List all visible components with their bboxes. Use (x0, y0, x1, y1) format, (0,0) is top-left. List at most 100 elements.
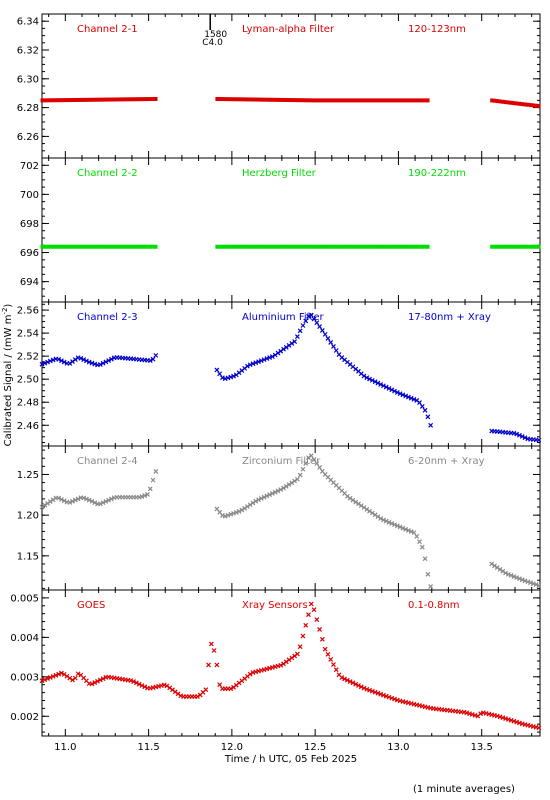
data-series (40, 96, 541, 109)
data-point (86, 359, 92, 365)
data-point (368, 244, 372, 249)
panel-band-label: 6-20nm + Xray (408, 456, 485, 467)
data-point (87, 97, 91, 102)
data-point (308, 312, 314, 318)
data-point (284, 97, 288, 102)
data-point (415, 244, 419, 249)
data-point (50, 357, 56, 363)
data-point (81, 495, 87, 501)
data-point (536, 437, 542, 443)
data-point (40, 98, 44, 103)
data-point (375, 380, 381, 386)
data-point (370, 244, 375, 249)
data-point (383, 693, 389, 699)
y-axis-label-text: Calibrated Signal / (mW m (3, 315, 14, 447)
data-point (218, 244, 222, 249)
data-point (384, 98, 388, 103)
data-point (265, 244, 269, 249)
data-point (428, 422, 434, 428)
data-point (151, 97, 155, 102)
data-point (315, 244, 319, 249)
data-point (505, 571, 511, 577)
data-point (290, 244, 294, 249)
data-point (411, 530, 417, 536)
data-point (67, 500, 73, 505)
panel-1: 6.26 6.28 6.30 6.32 6.34 Channel 2-1 Lyman-alp… (17, 13, 541, 159)
data-point (351, 98, 355, 103)
data-point (312, 244, 316, 249)
data-point (512, 101, 516, 106)
panel-frame (41, 13, 541, 159)
data-point (375, 514, 381, 520)
data-point (268, 97, 272, 102)
data-point (242, 505, 248, 511)
data-point (314, 617, 320, 623)
data-point (89, 681, 95, 687)
data-point (498, 99, 502, 104)
data-point (89, 360, 95, 366)
data-point (248, 97, 252, 102)
data-point (229, 244, 233, 249)
data-point (51, 98, 55, 103)
data-point (81, 357, 87, 363)
data-point (294, 334, 300, 339)
data-point (492, 244, 497, 249)
data-point (272, 352, 278, 358)
data-point (240, 97, 244, 102)
data-point (269, 354, 275, 359)
x-tick-label: 12.5 (304, 742, 326, 753)
data-point (515, 244, 519, 249)
data-point (517, 432, 522, 438)
data-point (423, 244, 427, 249)
data-point (343, 244, 347, 249)
data-point (257, 244, 261, 249)
data-point (247, 362, 253, 368)
data-point (393, 244, 397, 249)
data-point (400, 525, 406, 531)
data-point (247, 502, 253, 508)
y-tick-label: 6.26 (17, 132, 39, 143)
panel-channel-label: Channel 2-1 (77, 24, 138, 35)
data-point (90, 97, 94, 102)
data-point (350, 497, 356, 503)
y-tick-label: 696 (20, 248, 39, 259)
data-point (529, 244, 533, 249)
data-point (309, 244, 313, 249)
data-point (284, 244, 288, 249)
data-point (287, 98, 291, 103)
data-point (57, 98, 61, 103)
data-point (297, 472, 303, 478)
data-point (322, 331, 328, 337)
data-point (218, 97, 222, 102)
data-point (137, 97, 141, 102)
data-point (503, 570, 509, 576)
data-point (319, 636, 325, 642)
data-point (401, 244, 405, 249)
data-point (248, 244, 252, 249)
data-point (258, 496, 264, 501)
data-point (354, 244, 358, 249)
data-point (56, 671, 62, 677)
y-tick-label: 700 (20, 190, 39, 201)
data-point (408, 395, 414, 401)
data-point (361, 373, 367, 379)
y-axis-label-end: ) (3, 304, 14, 308)
data-point (115, 97, 119, 102)
data-point (334, 98, 338, 103)
data-point (150, 477, 156, 483)
data-point (217, 682, 223, 688)
data-point (97, 501, 103, 507)
data-point (340, 244, 344, 249)
data-point (278, 662, 284, 668)
data-point (383, 384, 389, 390)
data-point (303, 461, 309, 466)
data-series (39, 453, 542, 589)
data-point (317, 324, 323, 330)
data-point (92, 361, 98, 367)
data-point (229, 97, 233, 102)
data-point (312, 98, 316, 103)
data-point (89, 498, 95, 504)
data-point (398, 244, 402, 249)
panel-filter-label: Aluminium Filter (242, 312, 325, 323)
data-point (412, 244, 416, 249)
